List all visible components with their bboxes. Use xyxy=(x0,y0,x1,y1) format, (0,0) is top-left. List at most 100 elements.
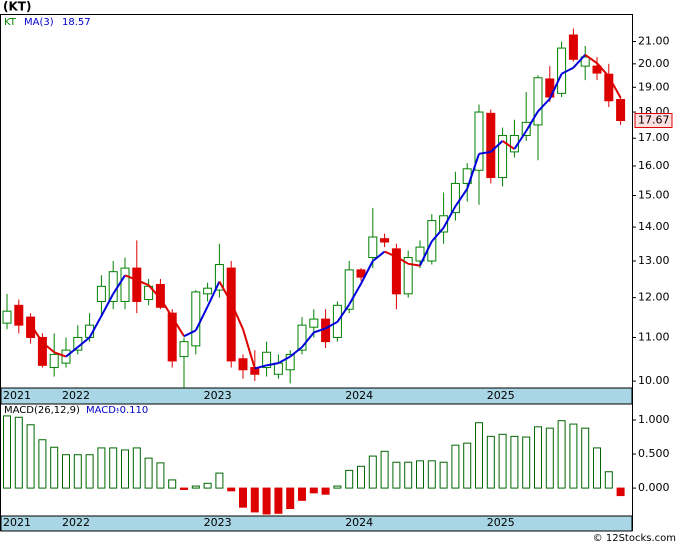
candle-body xyxy=(368,236,378,258)
candle-body xyxy=(273,362,283,375)
x-tick-label: 2023 xyxy=(204,516,232,529)
ma-line xyxy=(159,297,174,318)
candle-body xyxy=(132,267,142,302)
ma-line xyxy=(313,327,326,334)
macd-bar xyxy=(593,447,601,489)
candle-body xyxy=(96,285,106,302)
ma-line xyxy=(289,346,303,358)
ma-line xyxy=(301,331,315,348)
macd-bar xyxy=(109,447,118,489)
candle-body xyxy=(474,111,484,171)
ma-line xyxy=(596,62,610,78)
macd-bar xyxy=(180,487,188,490)
candle-body xyxy=(604,73,614,102)
candle-body xyxy=(214,264,224,291)
ma-line xyxy=(29,323,44,344)
macd-bar xyxy=(14,416,23,489)
candle-body xyxy=(592,65,602,74)
candle-body xyxy=(533,77,543,126)
ma-line xyxy=(431,227,445,243)
y-tick-label: 16.00 xyxy=(638,159,670,172)
macd-bar xyxy=(604,471,613,489)
macd-bar xyxy=(569,423,578,489)
candle-body xyxy=(238,358,248,371)
ma-line xyxy=(408,262,421,267)
macd-bar xyxy=(368,455,377,489)
ma-line xyxy=(348,283,362,306)
ma-line xyxy=(478,150,491,155)
x-tick-label: 2024 xyxy=(345,516,373,529)
macd-bar xyxy=(321,487,330,495)
ma-line xyxy=(561,66,574,75)
macd-bar xyxy=(463,442,472,489)
macd-bar xyxy=(26,424,35,489)
macd-bar xyxy=(62,454,70,489)
macd-bar xyxy=(380,450,389,489)
candle-body xyxy=(120,267,130,302)
ma-line xyxy=(100,293,115,317)
ma-line xyxy=(525,110,539,132)
ma-line xyxy=(454,188,469,207)
macd-bar xyxy=(156,462,165,489)
macd-bar xyxy=(191,485,200,489)
macd-bar xyxy=(97,447,106,489)
macd-bar xyxy=(132,447,141,489)
candle-body xyxy=(2,310,12,324)
macd-bar xyxy=(404,461,413,489)
last-price-label: 17.67 xyxy=(638,114,670,127)
candle-body xyxy=(226,267,236,362)
macd-bar xyxy=(357,465,365,489)
candle-body xyxy=(191,291,201,347)
x-tick-label: 2022 xyxy=(62,389,90,402)
candle-body xyxy=(297,324,307,351)
ma-line xyxy=(206,281,221,307)
macd-bar xyxy=(534,426,542,489)
ma-line xyxy=(502,140,515,150)
candle-body xyxy=(439,215,449,233)
legend-ma: MA(3) xyxy=(24,17,54,28)
macd-bar xyxy=(392,461,401,489)
legend-macd-value: -0.110 xyxy=(116,405,148,416)
ma-line xyxy=(77,336,91,348)
y-tick-label: 21.00 xyxy=(638,34,670,47)
x-tick-label: 2021 xyxy=(3,389,31,402)
macd-bar xyxy=(38,439,47,489)
candle-body xyxy=(285,353,295,371)
macd-bar xyxy=(522,436,531,489)
y-tick-label: 15.00 xyxy=(638,188,670,201)
ma-line xyxy=(372,250,386,262)
ma-line xyxy=(419,240,433,267)
candle-body xyxy=(203,287,213,295)
ma-line xyxy=(395,255,409,265)
ma-line xyxy=(183,329,197,338)
macd-bar xyxy=(144,457,153,489)
candle-body xyxy=(568,34,578,60)
legend-ma-value: 18.57 xyxy=(62,17,91,28)
candle-body xyxy=(557,47,567,94)
macd-bar xyxy=(475,422,483,489)
y-tick-label: 11.00 xyxy=(638,330,670,343)
macd-bar xyxy=(333,485,342,489)
ma-line xyxy=(442,205,457,229)
candle-body xyxy=(344,269,354,310)
candle-body xyxy=(380,238,390,243)
macd-bar xyxy=(510,435,519,489)
macd-bar xyxy=(168,479,177,489)
macd-bar xyxy=(557,420,566,489)
y-tick-label: 10.00 xyxy=(638,374,670,387)
macd-bar xyxy=(121,449,129,489)
ma-line xyxy=(136,279,150,287)
ma-line xyxy=(466,153,480,190)
macd-bar xyxy=(427,460,436,489)
candle-body xyxy=(391,248,401,295)
candle-body xyxy=(167,312,177,362)
legend-macd-label: MACD: xyxy=(86,405,119,416)
x-tick-label: 2025 xyxy=(487,389,515,402)
candle-body xyxy=(415,246,425,262)
candle-body xyxy=(61,349,71,364)
macd-bar xyxy=(298,487,306,501)
candle-body xyxy=(450,182,460,214)
ma-line xyxy=(112,274,126,295)
